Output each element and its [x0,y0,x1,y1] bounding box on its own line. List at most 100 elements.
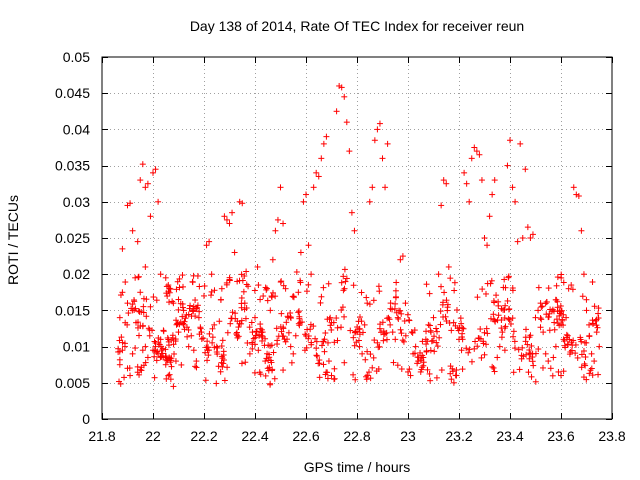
y-tick-label: 0.005 [55,375,90,391]
data-point [351,227,358,234]
data-point [370,354,377,361]
data-point [389,329,396,336]
data-point [179,283,186,290]
data-point [459,366,466,373]
data-point [300,198,307,205]
data-point [246,324,253,331]
data-point [166,285,173,292]
data-point [501,314,508,321]
data-point [265,357,272,364]
data-point [167,376,174,383]
data-point [313,352,320,359]
data-point [364,300,371,307]
data-point [184,333,191,340]
data-point [223,281,230,288]
data-point [255,347,262,354]
data-point [268,342,275,349]
y-tick-label: 0.035 [55,158,90,174]
data-point [568,347,575,354]
data-point [233,330,240,337]
data-point [574,354,581,361]
data-point [578,227,585,234]
data-point [558,372,564,379]
data-point [179,304,186,311]
data-point [317,299,324,306]
data-point [487,280,494,287]
data-point [510,333,517,340]
data-point [491,317,498,324]
data-point [188,332,195,339]
data-point [318,293,325,300]
data-point [569,286,576,293]
data-point [285,314,292,321]
data-point [155,350,162,357]
data-point [549,306,556,313]
data-point [472,338,479,345]
data-point [477,326,484,333]
data-point [278,328,285,335]
data-point [367,375,374,382]
data-point [139,347,146,354]
data-point [595,305,602,312]
data-point [443,180,450,187]
data-point [297,249,304,256]
data-point [474,343,481,350]
data-point [486,213,493,220]
data-point [242,359,249,366]
data-point [474,294,481,301]
data-point [135,273,142,280]
data-point [420,354,427,361]
data-point [366,301,373,308]
data-point [352,376,359,383]
data-point [308,271,315,278]
data-point [206,238,213,245]
data-point [423,328,430,335]
data-point [399,253,406,260]
data-point [303,191,309,198]
data-point [256,331,263,338]
data-point [139,161,146,168]
x-tick-label: 22 [145,428,161,444]
data-point [278,310,285,317]
data-point [296,308,303,315]
data-point [168,363,175,370]
data-point [447,370,454,377]
data-point [553,316,560,323]
data-point [551,319,558,326]
data-point [546,327,553,334]
data-point [124,300,131,307]
data-point [320,361,327,368]
data-point [136,332,143,339]
data-point [387,300,394,307]
data-point [202,377,209,384]
data-point [484,330,491,337]
data-point [159,345,166,352]
data-point [262,372,269,379]
data-point [282,338,289,345]
data-point [449,365,456,372]
data-point [262,284,269,291]
data-point [257,296,264,303]
data-point [124,365,131,372]
data-point [552,296,559,303]
data-point [561,342,568,349]
data-point [459,324,466,331]
data-point [410,350,417,357]
data-point [136,308,143,315]
data-point [341,359,348,366]
data-point [116,361,123,368]
data-point [140,309,147,316]
data-point [295,289,302,296]
data-point [224,329,231,336]
data-point [397,307,404,314]
data-point [341,285,348,292]
data-point [339,304,346,311]
data-point [363,294,370,301]
data-point [305,332,312,339]
data-point [538,316,545,323]
y-tick-label: 0.04 [63,121,90,137]
data-point [458,347,465,354]
data-point [185,343,192,350]
data-point [427,329,434,336]
data-point [238,360,245,367]
